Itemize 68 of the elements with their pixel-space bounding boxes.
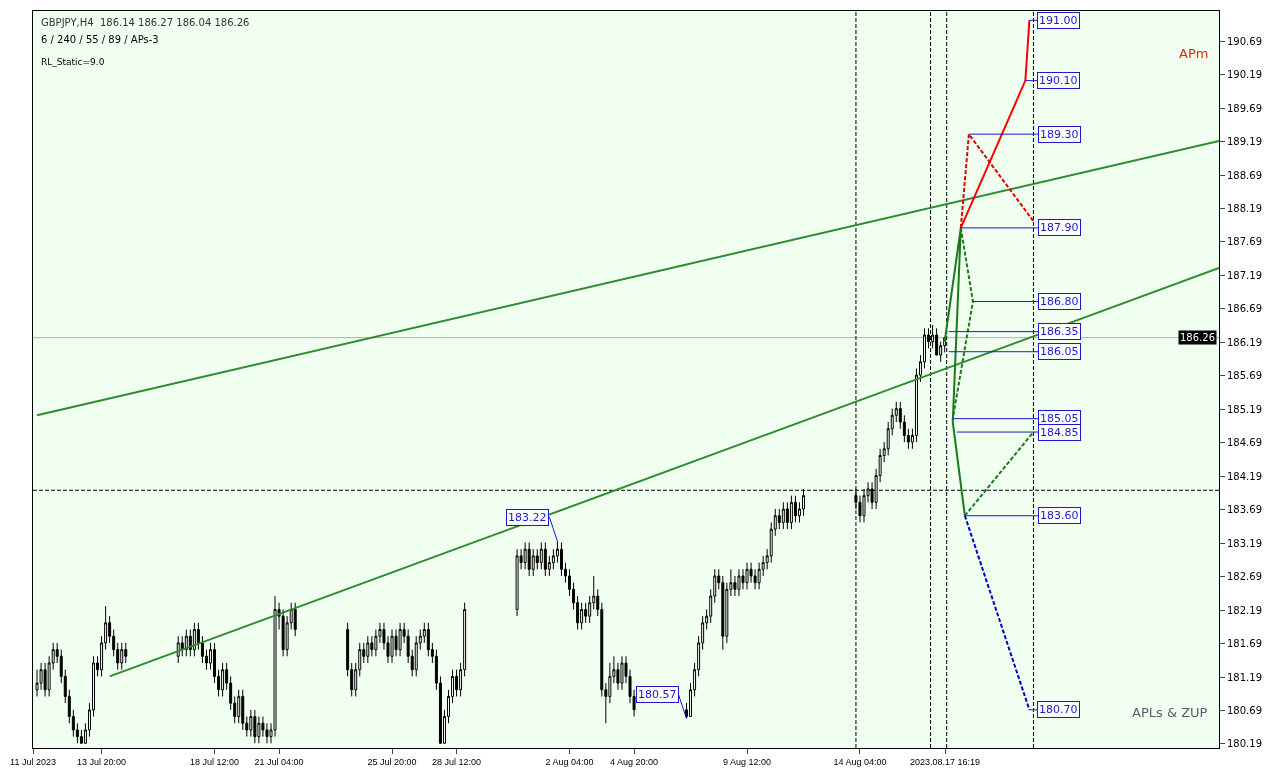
candlestick (366, 635, 370, 664)
annotation: 190.10 (1039, 74, 1078, 87)
candlestick (192, 622, 196, 657)
x-tick-label: 11 Jul 2023 (10, 756, 56, 767)
candlestick (737, 568, 741, 597)
candlestick (253, 709, 257, 744)
x-tick-label: 28 Jul 12:00 (432, 756, 482, 767)
candlestick (390, 629, 394, 664)
annotation: 186.05 (1040, 345, 1079, 358)
candlestick (120, 642, 124, 671)
candlestick (543, 542, 547, 577)
y-tick-label: 184.69 (1227, 437, 1262, 449)
annotation: 191.00 (1039, 14, 1078, 27)
x-tick-label: 25 Jul 20:00 (367, 756, 417, 767)
y-tick-label: 186.69 (1227, 303, 1262, 315)
y-tick-label: 188.69 (1227, 169, 1262, 181)
y-tick-label: 181.19 (1227, 671, 1262, 683)
y-tick-label: 183.69 (1227, 504, 1262, 516)
annotation: 180.70 (1039, 703, 1078, 716)
annotation: 186.35 (1040, 325, 1079, 338)
y-tick-label: 181.69 (1227, 638, 1262, 650)
annotation: 180.57 (638, 688, 677, 701)
x-tick-label: 2 Aug 04:00 (545, 756, 594, 767)
y-tick-label: 187.69 (1227, 236, 1262, 248)
annotation: APm (1179, 46, 1209, 61)
y-tick-label: 189.19 (1227, 136, 1262, 148)
y-tick-label: 180.19 (1227, 738, 1262, 750)
x-tick-label: 18 Jul 12:00 (190, 756, 240, 767)
y-tick-label: 187.19 (1227, 269, 1262, 281)
y-tick-label: 183.19 (1227, 537, 1262, 549)
y-tick-label: 185.19 (1227, 403, 1262, 415)
annotation: 6 / 240 / 55 / 89 / APs-3 (41, 34, 159, 45)
candlestick (515, 548, 519, 617)
annotation: GBPJPY,H4 186.14 186.27 186.04 186.26 (41, 17, 250, 28)
x-tick-label: 14 Aug 04:00 (833, 756, 887, 767)
annotation: 189.30 (1040, 128, 1079, 141)
x-tick-label: 13 Jul 20:00 (77, 756, 127, 767)
annotation: RL_Static=9.0 (41, 57, 105, 67)
annotation: 183.60 (1040, 509, 1079, 522)
ref-line-label: 186.26 (1180, 332, 1215, 343)
annotation: 187.90 (1040, 221, 1079, 234)
candlestick (221, 662, 225, 697)
y-tick-label: 182.19 (1227, 604, 1262, 616)
x-tick-label: 4 Aug 20:00 (610, 756, 659, 767)
y-tick-label: 190.19 (1227, 69, 1262, 81)
candlestick (745, 562, 749, 590)
candlestick (398, 622, 402, 657)
y-tick-label: 180.69 (1227, 705, 1262, 717)
candlestick (620, 655, 624, 691)
x-tick-label: 9 Aug 12:00 (723, 756, 772, 767)
annotation: APLs & ZUP (1132, 705, 1208, 720)
candlestick (789, 495, 793, 530)
candlestick (527, 542, 531, 577)
y-tick-label: 185.69 (1227, 370, 1262, 382)
y-tick-label: 184.19 (1227, 470, 1262, 482)
y-tick-label: 188.19 (1227, 202, 1262, 214)
candlestick (293, 602, 297, 637)
y-tick-label: 182.69 (1227, 571, 1262, 583)
candlestick (781, 501, 785, 530)
annotation: 183.22 (508, 511, 547, 524)
x-tick-label: 21 Jul 04:00 (254, 756, 304, 767)
annotation: 184.85 (1040, 426, 1079, 439)
y-tick-label: 190.69 (1227, 35, 1262, 47)
annotation: 185.05 (1040, 412, 1079, 425)
y-tick-label: 189.69 (1227, 102, 1262, 114)
y-tick-label: 186.19 (1227, 336, 1262, 348)
annotation: 186.80 (1040, 295, 1079, 308)
x-tick-label: 2023.08.17 16:19 (909, 756, 981, 767)
